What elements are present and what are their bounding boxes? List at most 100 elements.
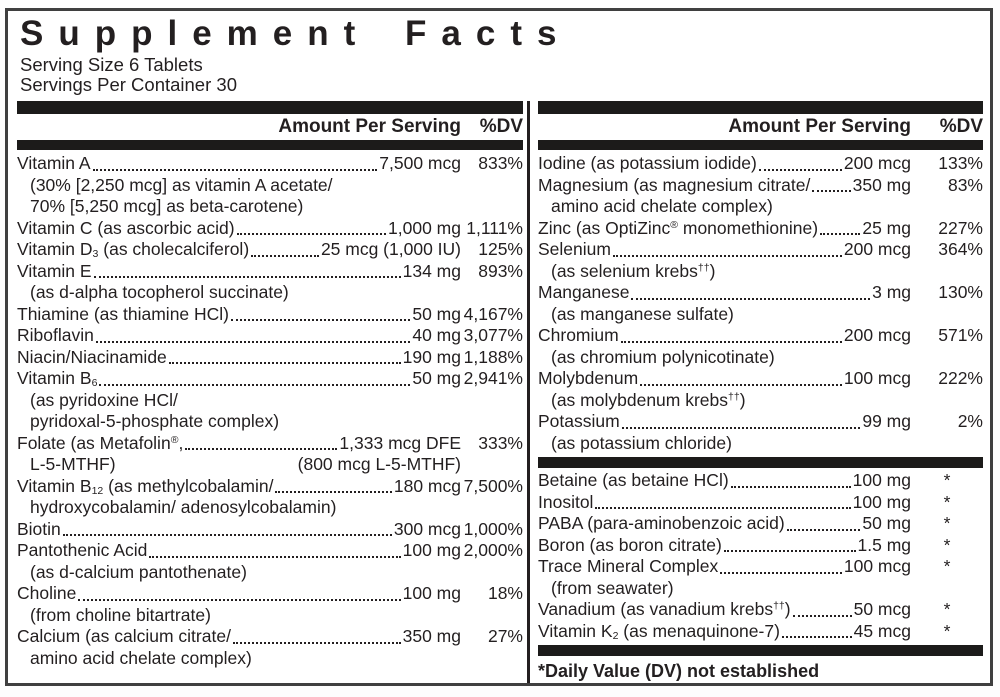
dv-header: %DV xyxy=(939,116,983,137)
dot-leader xyxy=(595,492,851,509)
ingredient-continuation: (as potassium chloride) xyxy=(538,433,983,455)
supplement-facts-panel: Supplement Facts Serving Size 6 Tablets … xyxy=(5,8,993,686)
ingredient-amount: 100 mg xyxy=(852,491,911,512)
dot-leader xyxy=(781,621,852,638)
ingredient-amount: 50 mcg xyxy=(853,599,911,619)
dot-leader xyxy=(786,513,861,531)
ingredient-dv: 2,941% xyxy=(463,368,523,388)
amount-per-serving-header: Amount Per Serving xyxy=(728,116,911,137)
daily-value-footnote: *Daily Value (DV) not established xyxy=(538,661,820,681)
ingredient-name: Vitamin A xyxy=(17,153,91,173)
ingredient-dv: 1,111% xyxy=(466,217,523,238)
ingredient-name: Pantothenic Acid xyxy=(17,540,148,560)
ingredient-amount: 350 mg xyxy=(852,174,911,195)
ingredient-row: Trace Mineral Complex 100 mcg * xyxy=(538,556,983,578)
section-divider-bar xyxy=(538,457,983,468)
ingredient-continuation: amino acid chelate complex) xyxy=(538,196,983,218)
section-divider-bar xyxy=(538,645,983,656)
ingredient-name: Biotin xyxy=(17,518,61,539)
ingredient-amount: 3 mg xyxy=(872,282,911,302)
continuation-text: (as d-calcium pantothenate) xyxy=(30,561,247,582)
continuation-text: L-5-MTHF) xyxy=(30,454,116,474)
ingredient-name: Vitamin B6 xyxy=(17,368,98,390)
ingredient-name: Niacin/Niacinamide xyxy=(17,346,167,367)
dv-header: %DV xyxy=(479,116,523,137)
continuation-text: hydroxycobalamin/ adenosylcobalamin) xyxy=(30,497,337,517)
facts-column-left: Amount Per Serving %DV Vitamin A 7,500 mc… xyxy=(8,101,527,683)
continuation-text: (as chromium polynicotinate) xyxy=(551,346,775,367)
ingredient-amount: 25 mg xyxy=(862,217,911,238)
ingredient-continuation: (as d-calcium pantothenate) xyxy=(17,562,523,584)
column-separator xyxy=(527,101,530,683)
dv-spacer xyxy=(461,454,523,476)
header-underline-bar xyxy=(538,140,983,150)
ingredient-row: Chromium 200 mcg 571% xyxy=(538,325,983,347)
continuation-text: (as selenium krebs††) xyxy=(551,260,716,281)
ingredient-amount: 1.5 mg xyxy=(857,534,912,555)
ingredient-amount: 200 mcg xyxy=(843,239,911,259)
ingredient-amount: 50 mg xyxy=(862,513,911,533)
servings-per-container-line: Servings Per Container 30 xyxy=(20,74,237,95)
dot-leader xyxy=(236,218,387,235)
dot-leader xyxy=(730,470,851,488)
ingredient-amount: 350 mg xyxy=(402,626,461,646)
ingredient-row: Vanadium (as vanadium krebs††) 50 mcg * xyxy=(538,599,983,621)
ingredient-amount: 100 mg xyxy=(402,583,461,603)
ingredient-row: Vitamin A 7,500 mcg 833% xyxy=(17,153,523,175)
ingredient-dv: 27% xyxy=(487,626,523,646)
ingredient-dv: 2,000% xyxy=(463,540,523,560)
panel-header: Supplement Facts Serving Size 6 Tablets … xyxy=(8,11,990,95)
ingredient-continuation: amino acid chelate complex) xyxy=(17,648,523,670)
ingredient-dv: * xyxy=(943,491,951,512)
ingredient-dv: 333% xyxy=(478,432,523,453)
continuation-text: (as potassium chloride) xyxy=(551,432,732,453)
ingredient-continuation: (as pyridoxine HCl/ xyxy=(17,390,523,412)
ingredient-amount: 200 mcg xyxy=(843,153,911,173)
ingredient-amount: 1,000 mg xyxy=(388,217,461,238)
ingredient-amount: 200 mcg xyxy=(843,325,911,345)
ingredient-row: Manganese 3 mg 130% xyxy=(538,282,983,304)
continuation-amount: (800 mcg L-5-MTHF) xyxy=(297,454,461,474)
ingredient-continuation: (as chromium polynicotinate) xyxy=(538,347,983,369)
ingredient-name: Manganese xyxy=(538,282,630,302)
ingredient-continuation: (from seawater) xyxy=(538,578,983,600)
ingredient-dv: 364% xyxy=(938,239,983,259)
ingredient-row: Choline 100 mg 18% xyxy=(17,583,523,605)
dot-leader xyxy=(168,347,401,364)
ingredient-name: Iodine (as potassium iodide) xyxy=(538,153,757,173)
dot-leader xyxy=(185,433,338,450)
ingredient-dv: 227% xyxy=(938,217,983,238)
ingredient-continuation: L-5-MTHF) (800 mcg L-5-MTHF) xyxy=(17,454,523,476)
ingredient-name: Chromium xyxy=(538,325,619,345)
ingredient-name: Trace Mineral Complex xyxy=(538,556,719,576)
dot-leader xyxy=(620,325,842,343)
ingredient-dv: 130% xyxy=(938,282,983,302)
ingredient-row: Inositol 100 mg * xyxy=(538,492,983,514)
ingredient-dv: 2% xyxy=(957,411,983,431)
ingredient-dv: 7,500% xyxy=(463,475,523,496)
ingredient-dv: * xyxy=(943,599,951,619)
dot-leader xyxy=(621,411,861,429)
ingredient-dv: * xyxy=(943,620,951,641)
ingredient-dv: 1,188% xyxy=(463,346,523,367)
facts-columns: Amount Per Serving %DV Vitamin A 7,500 mc… xyxy=(8,101,990,683)
ingredient-dv: 133% xyxy=(938,153,983,173)
ingredient-row: Riboflavin 40 mg 3,077% xyxy=(17,325,523,347)
ingredient-name: Inositol xyxy=(538,491,594,512)
ingredient-amount: 300 mcg xyxy=(393,518,461,539)
continuation-text: amino acid chelate complex) xyxy=(30,647,252,668)
ingredient-amount: 190 mg xyxy=(402,346,461,367)
ingredient-name: Betaine (as betaine HCl) xyxy=(538,470,729,490)
ingredient-row: Vitamin K2 (as menaquinone-7) 45 mcg * xyxy=(538,621,983,643)
dot-leader xyxy=(231,304,411,321)
ingredient-row: Vitamin C (as ascorbic acid) 1,000 mg 1,11… xyxy=(17,218,523,240)
ingredient-dv: 833% xyxy=(478,153,523,173)
dot-leader xyxy=(95,325,411,343)
ingredient-name: Magnesium (as magnesium citrate/ xyxy=(538,174,811,195)
continuation-text: pyridoxal-5-phosphate complex) xyxy=(30,411,280,431)
ingredient-continuation: (as selenium krebs††) xyxy=(538,261,983,283)
ingredient-row: Molybdenum 100 mcg 222% xyxy=(538,368,983,390)
ingredient-row: PABA (para-aminobenzoic acid) 50 mg * xyxy=(538,513,983,535)
ingredient-amount: 7,500 mcg xyxy=(379,153,461,173)
ingredient-amount: 100 mg xyxy=(852,470,911,490)
